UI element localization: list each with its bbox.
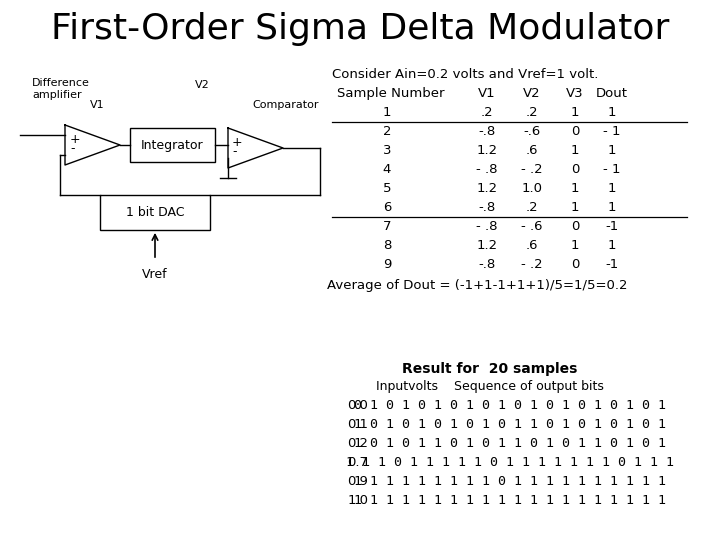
Text: -.8: -.8 bbox=[478, 201, 495, 214]
Text: 6: 6 bbox=[383, 201, 391, 214]
Text: 1: 1 bbox=[571, 106, 580, 119]
Text: -.6: -.6 bbox=[523, 125, 541, 138]
Text: 5: 5 bbox=[383, 182, 391, 195]
Text: 0.0: 0.0 bbox=[348, 399, 369, 412]
Text: - .6: - .6 bbox=[521, 220, 543, 233]
Text: -1: -1 bbox=[606, 220, 618, 233]
Text: 8: 8 bbox=[383, 239, 391, 252]
Text: - 1: - 1 bbox=[603, 163, 621, 176]
Text: V1: V1 bbox=[90, 100, 104, 110]
Text: .2: .2 bbox=[481, 106, 493, 119]
Text: 3: 3 bbox=[383, 144, 391, 157]
Text: Result for  20 samples: Result for 20 samples bbox=[402, 362, 577, 376]
Text: 0 1 0 1 0 1 0 1 0 1 0 1 0 1 0 1 0 1 0 1: 0 1 0 1 0 1 0 1 0 1 0 1 0 1 0 1 0 1 0 1 bbox=[354, 399, 666, 412]
Text: 0: 0 bbox=[571, 220, 579, 233]
Text: +: + bbox=[232, 136, 243, 149]
Text: V3: V3 bbox=[566, 87, 584, 100]
FancyBboxPatch shape bbox=[130, 128, 215, 162]
Text: Dout: Dout bbox=[596, 87, 628, 100]
Text: 7: 7 bbox=[383, 220, 391, 233]
Text: 9: 9 bbox=[383, 258, 391, 271]
Text: 1: 1 bbox=[608, 144, 616, 157]
Text: Average of Dout = (-1+1-1+1+1)/5=1/5=0.2: Average of Dout = (-1+1-1+1+1)/5=1/5=0.2 bbox=[327, 279, 628, 292]
Text: - .2: - .2 bbox=[521, 258, 543, 271]
Text: Comparator: Comparator bbox=[252, 100, 318, 110]
Text: 4: 4 bbox=[383, 163, 391, 176]
Text: First-Order Sigma Delta Modulator: First-Order Sigma Delta Modulator bbox=[51, 12, 669, 46]
Text: -1: -1 bbox=[606, 258, 618, 271]
Text: Vref: Vref bbox=[142, 268, 168, 281]
Text: 1 1 1 1 1 1 1 1 1 1 1 1 1 1 1 1 1 1 1 1: 1 1 1 1 1 1 1 1 1 1 1 1 1 1 1 1 1 1 1 1 bbox=[354, 494, 666, 507]
Text: -: - bbox=[70, 142, 74, 155]
Text: 1: 1 bbox=[608, 239, 616, 252]
Text: 1.2: 1.2 bbox=[477, 182, 498, 195]
Text: -.8: -.8 bbox=[478, 258, 495, 271]
Text: Consider Ain=0.2 volts and Vref=1 volt.: Consider Ain=0.2 volts and Vref=1 volt. bbox=[332, 68, 598, 81]
Text: Difference
amplifier: Difference amplifier bbox=[32, 78, 90, 100]
Text: Sample Number: Sample Number bbox=[337, 87, 444, 100]
Text: Inputvolts    Sequence of output bits: Inputvolts Sequence of output bits bbox=[376, 380, 604, 393]
Text: .6: .6 bbox=[526, 239, 539, 252]
Text: -: - bbox=[232, 145, 236, 158]
Text: - .8: - .8 bbox=[476, 163, 498, 176]
Text: V2: V2 bbox=[523, 87, 541, 100]
Text: +: + bbox=[70, 133, 81, 146]
Text: 0.9: 0.9 bbox=[348, 475, 369, 488]
Text: 1 1 1 1 1 1 1 1 1 0 1 1 1 1 1 1 1 1 1 1: 1 1 1 1 1 1 1 1 1 0 1 1 1 1 1 1 1 1 1 1 bbox=[354, 475, 666, 488]
Text: 0.2: 0.2 bbox=[348, 437, 369, 450]
Text: 1.0: 1.0 bbox=[521, 182, 542, 195]
Text: 1 bit DAC: 1 bit DAC bbox=[126, 206, 184, 219]
Text: - .8: - .8 bbox=[476, 220, 498, 233]
Text: - .2: - .2 bbox=[521, 163, 543, 176]
Text: .2: .2 bbox=[526, 201, 539, 214]
Text: 1 1 1 0 1 1 1 1 1 0 1 1 1 1 1 1 1 0 1 1 1: 1 1 1 0 1 1 1 1 1 0 1 1 1 1 1 1 1 0 1 1 … bbox=[346, 456, 674, 469]
Text: 1 0 1 0 1 1 0 1 0 1 1 0 1 0 1 1 0 1 0 1: 1 0 1 0 1 1 0 1 0 1 1 0 1 0 1 1 0 1 0 1 bbox=[354, 437, 666, 450]
Text: 1.0: 1.0 bbox=[348, 494, 369, 507]
Text: 1: 1 bbox=[571, 182, 580, 195]
Text: V2: V2 bbox=[195, 80, 210, 90]
Text: 1: 1 bbox=[571, 144, 580, 157]
Text: .2: .2 bbox=[526, 106, 539, 119]
Text: 1: 1 bbox=[608, 182, 616, 195]
Text: 0.7: 0.7 bbox=[348, 456, 369, 469]
Text: 1: 1 bbox=[383, 106, 391, 119]
Text: -.8: -.8 bbox=[478, 125, 495, 138]
Text: 1 0 1 0 1 0 1 0 1 0 1 1 0 1 0 1 0 1 0 1: 1 0 1 0 1 0 1 0 1 0 1 1 0 1 0 1 0 1 0 1 bbox=[354, 418, 666, 431]
Text: 2: 2 bbox=[383, 125, 391, 138]
Text: 0.1: 0.1 bbox=[348, 418, 369, 431]
Text: 1.2: 1.2 bbox=[477, 239, 498, 252]
Text: 0: 0 bbox=[571, 163, 579, 176]
Text: Integrator: Integrator bbox=[141, 138, 204, 152]
Text: 1.2: 1.2 bbox=[477, 144, 498, 157]
Text: V1: V1 bbox=[478, 87, 496, 100]
FancyBboxPatch shape bbox=[100, 195, 210, 230]
Text: .6: .6 bbox=[526, 144, 539, 157]
Text: 0: 0 bbox=[571, 258, 579, 271]
Text: 1: 1 bbox=[608, 106, 616, 119]
Text: 1: 1 bbox=[571, 201, 580, 214]
Text: - 1: - 1 bbox=[603, 125, 621, 138]
Text: 1: 1 bbox=[608, 201, 616, 214]
Text: 0: 0 bbox=[571, 125, 579, 138]
Text: 1: 1 bbox=[571, 239, 580, 252]
